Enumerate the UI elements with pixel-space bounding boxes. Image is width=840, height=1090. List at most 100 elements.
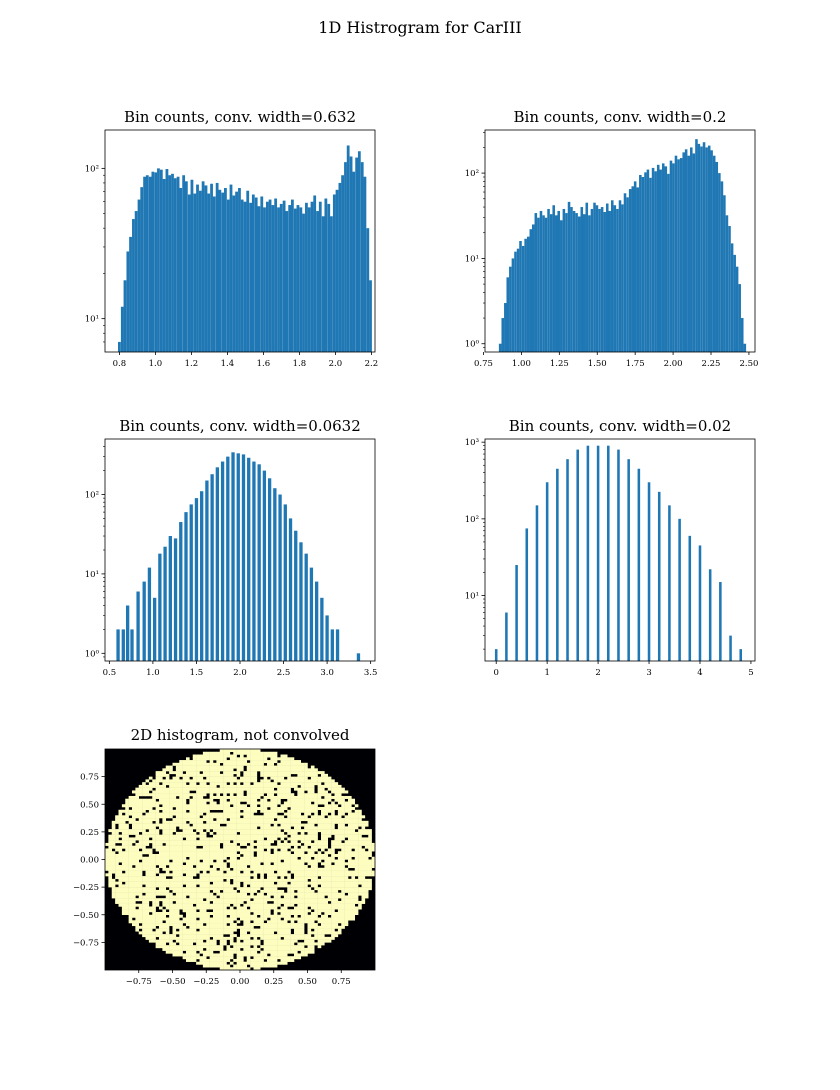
heatmap-cell <box>216 818 221 822</box>
heatmap-cell <box>304 815 308 819</box>
histogram-bar <box>715 161 719 352</box>
heatmap-cell <box>189 873 194 877</box>
heatmap-cell <box>243 776 248 780</box>
histogram-bar <box>210 474 214 661</box>
heatmap-cell <box>196 903 200 907</box>
heatmap-cell <box>341 911 345 915</box>
heatmap-cell <box>202 809 207 813</box>
heatmap-cell <box>196 914 200 918</box>
heatmap-cell <box>236 837 241 841</box>
histogram-bar <box>173 538 178 661</box>
histogram-bar <box>618 200 622 352</box>
heatmap-cell <box>270 878 275 882</box>
heatmap-cell <box>206 923 210 927</box>
heatmap-cell <box>283 870 288 874</box>
heatmap-cell <box>213 842 217 846</box>
heatmap-cell <box>280 784 285 788</box>
heatmap-cell <box>135 815 140 819</box>
heatmap-cell <box>223 862 227 866</box>
heatmap-cell <box>287 837 291 841</box>
heatmap-cell <box>287 958 291 962</box>
heatmap-cell <box>118 856 123 860</box>
heatmap-cell <box>300 853 305 857</box>
heatmap-cell <box>155 815 160 819</box>
heatmap-cell <box>297 834 302 838</box>
heatmap-cell <box>358 815 362 819</box>
heatmap-cell <box>297 878 302 882</box>
heatmap-cell <box>155 823 160 827</box>
heatmap-cell <box>267 818 271 822</box>
heatmap-cell <box>273 834 278 838</box>
heatmap-cell <box>236 920 241 924</box>
heatmap-cell <box>300 801 305 805</box>
heatmap-cell <box>273 900 278 904</box>
heatmap-cell <box>368 829 372 833</box>
heatmap-cell <box>206 914 210 918</box>
heatmap-cell <box>280 939 285 943</box>
heatmap-cell <box>236 906 241 910</box>
heatmap-cell <box>155 856 160 860</box>
heatmap-cell <box>277 925 281 929</box>
heatmap-cell <box>162 840 167 844</box>
heatmap-cell <box>280 851 285 855</box>
histogram-panel-conv-0-02: Bin counts, conv. width=0.02 0 1 2 3 4 510¹10… <box>465 417 756 678</box>
heatmap-cell <box>321 862 325 866</box>
heatmap-cell <box>267 760 271 764</box>
heatmap-cell <box>229 790 234 794</box>
heatmap-cell <box>253 945 258 949</box>
heatmap-cell <box>229 942 234 946</box>
heatmap-cell <box>219 826 224 830</box>
heatmap-cell <box>263 889 268 893</box>
heatmap-cell <box>179 793 183 797</box>
heatmap-cell <box>351 818 356 822</box>
heatmap-cell <box>280 853 285 857</box>
heatmap-cell <box>223 784 227 788</box>
heatmap-cell <box>111 889 116 893</box>
heatmap-cell <box>169 782 173 786</box>
heatmap-cell <box>125 862 129 866</box>
heatmap-cell <box>277 840 281 844</box>
heatmap-cell <box>297 947 302 951</box>
heatmap-cell <box>314 818 318 822</box>
heatmap-cell <box>310 793 315 797</box>
heatmap-cell <box>229 870 234 874</box>
heatmap-cell <box>263 898 268 902</box>
heatmap-cell <box>199 936 204 940</box>
heatmap-cell <box>233 945 237 949</box>
heatmap-cell <box>175 939 180 943</box>
heatmap-cell <box>202 779 207 783</box>
heatmap-cell <box>361 842 366 846</box>
heatmap-cell <box>246 953 251 957</box>
heatmap-cell <box>213 947 217 951</box>
heatmap-cell <box>273 903 278 907</box>
heatmap-cell <box>226 787 231 791</box>
heatmap-cell <box>246 942 251 946</box>
heatmap-cell <box>196 795 200 799</box>
heatmap-cell <box>175 898 180 902</box>
heatmap-cell <box>135 801 140 805</box>
heatmap-cell <box>135 884 140 888</box>
heatmap-cell <box>118 878 123 882</box>
heatmap-cell <box>189 762 194 766</box>
heatmap-cell <box>250 848 254 852</box>
histogram-bar <box>626 197 629 352</box>
heatmap-cell <box>162 848 167 852</box>
heatmap-cell <box>334 920 339 924</box>
heatmap-cell <box>226 889 231 893</box>
heatmap-cell <box>229 851 234 855</box>
heatmap-cell <box>260 895 264 899</box>
heatmap-cell <box>297 793 302 797</box>
heatmap-cell <box>354 906 359 910</box>
heatmap-cell <box>233 914 237 918</box>
heatmap-cell <box>354 845 359 849</box>
heatmap-cell <box>300 920 305 924</box>
histogram-bar <box>341 175 344 352</box>
heatmap-cell <box>219 898 224 902</box>
heatmap-cell <box>256 895 261 899</box>
heatmap-cell <box>270 773 275 777</box>
heatmap-cell <box>179 765 183 769</box>
histogram-bar <box>557 210 560 352</box>
heatmap-cell <box>159 787 163 791</box>
heatmap-cell <box>115 862 119 866</box>
